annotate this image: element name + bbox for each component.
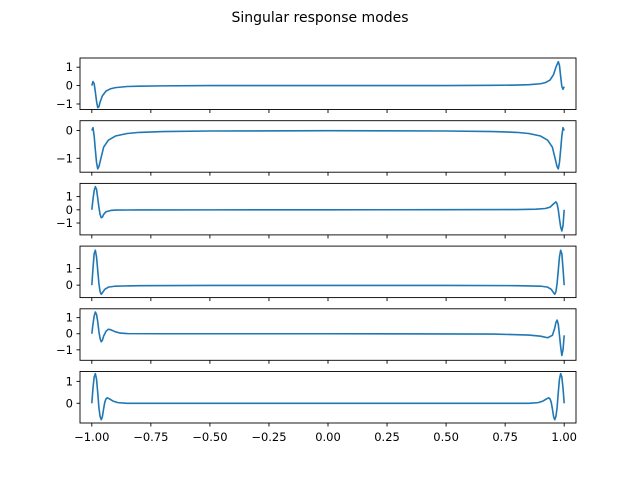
subplot-4: 01 [66, 245, 577, 302]
x-axis: −1.00 −0.75 −0.50 −0.25 0.00 0.25 0.50 0.75 1.00 [74, 430, 577, 444]
mode-4-line [91, 249, 565, 296]
y-tick-label: −1 [56, 97, 73, 111]
subplot-6-frame [79, 371, 577, 424]
x-tick-label: 0.75 [492, 430, 518, 444]
subplot-2: −1 0 [56, 120, 577, 176]
mode-5-line [91, 311, 565, 357]
subplot-1-frame [79, 57, 577, 110]
y-tick-label: −1 [56, 343, 73, 357]
y-tick-label: 1 [66, 60, 73, 74]
subplot-1: −1 0 1 [56, 57, 577, 113]
x-tick-label: −0.50 [192, 430, 227, 444]
x-tick-label: 0.50 [433, 430, 459, 444]
y-tick-label: −1 [56, 216, 73, 230]
y-tick-label: 1 [66, 262, 73, 276]
y-tick-label: 0 [66, 79, 73, 93]
mode-6-line [91, 372, 565, 421]
y-tick-label: 1 [66, 311, 73, 325]
x-tick-label: −0.75 [133, 430, 168, 444]
mode-1-line [91, 60, 565, 109]
y-tick-label: 0 [66, 278, 73, 292]
x-tick-label: −1.00 [74, 430, 109, 444]
subplot-3: −101 [56, 182, 577, 239]
chart-title: Singular response modes [231, 10, 408, 26]
y-tick-label: 0 [66, 327, 73, 341]
y-tick-label: −1 [56, 151, 73, 165]
subplot-4-frame [79, 245, 577, 299]
mode-2-line [91, 126, 565, 170]
x-tick-label: 1.00 [551, 430, 577, 444]
subplot-6: 01 [66, 371, 577, 427]
x-tick-label: 0.00 [315, 430, 341, 444]
y-tick-label: 0 [66, 396, 73, 410]
y-tick-label: 1 [66, 190, 73, 204]
subplot-2-frame [79, 120, 577, 173]
x-tick-label: 0.25 [374, 430, 400, 444]
y-tick-label: 0 [66, 203, 73, 217]
x-tick-label: −0.25 [251, 430, 286, 444]
subplot-5: −1 0 1 [56, 308, 577, 364]
mode-3-line [91, 185, 565, 232]
y-tick-label: 0 [66, 123, 73, 137]
y-tick-label: 1 [66, 374, 73, 388]
